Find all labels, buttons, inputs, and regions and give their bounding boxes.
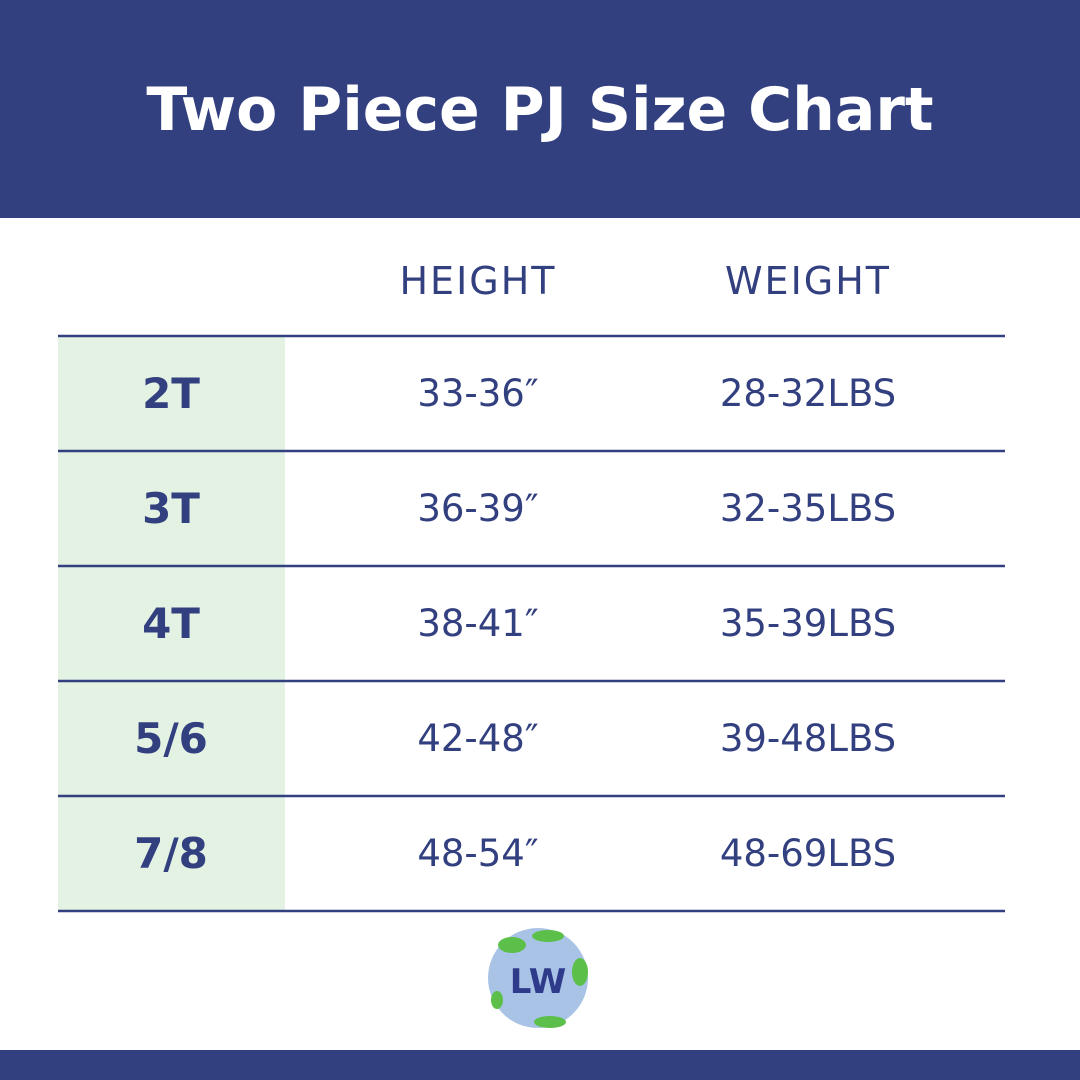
size-label: 7/8 [134,829,208,878]
size-label: 5/6 [134,714,208,763]
size-column-bg [58,336,285,910]
logo-circle [488,928,588,1028]
measure-value: 48-69LBS [720,832,896,875]
measure-value: 39-48LBS [720,717,896,760]
column-header: HEIGHT [399,259,556,303]
table: HEIGHT WEIGHT 2T 33-36″ 28-32LBS 3T 36-39″ 32-3… [58,259,1005,913]
logo-text: LW [510,962,567,1002]
logo-blob [534,1016,566,1028]
size-label: 2T [142,369,200,418]
measure-value: 48-54″ [417,832,538,875]
measure-value: 32-35LBS [720,487,896,530]
logo-blob [532,930,564,942]
measure-value: 42-48″ [417,717,538,760]
measure-value: 38-41″ [417,602,538,645]
measure-value: 28-32LBS [720,372,896,415]
logo: LW [488,928,588,1028]
logo-blob [491,991,503,1009]
size-label: 3T [142,484,200,533]
measure-value: 35-39LBS [720,602,896,645]
measure-value: 36-39″ [417,487,538,530]
logo-blob [572,958,588,986]
column-header: WEIGHT [725,259,891,303]
header-band [0,0,1080,218]
size-label: 4T [142,599,200,648]
title: Two Piece PJ Size Chart [146,75,933,145]
footer-band [0,1050,1080,1080]
measure-value: 33-36″ [417,372,538,415]
logo-blob [498,937,526,953]
